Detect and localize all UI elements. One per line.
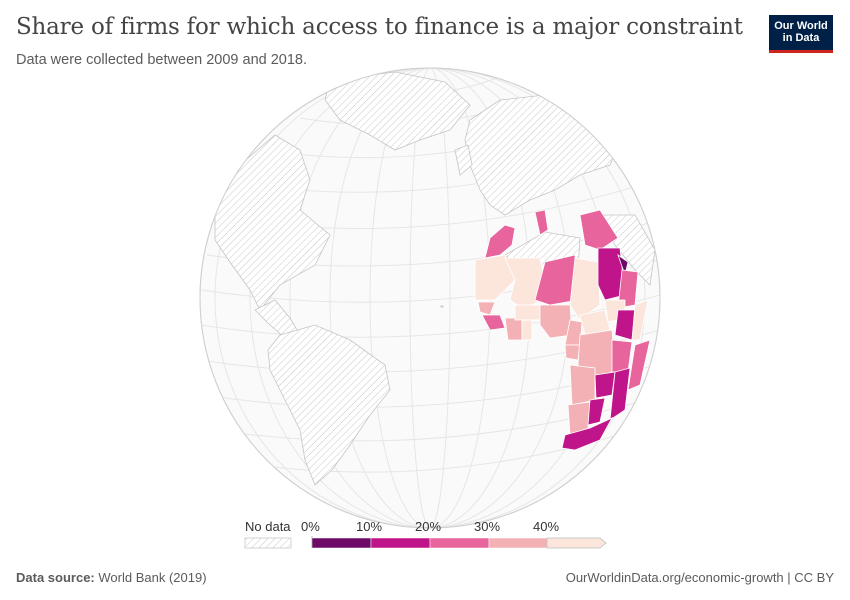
legend-tick-30: 30% (474, 519, 500, 534)
country-zambia[interactable] (594, 371, 616, 399)
country-guinea[interactable] (481, 314, 506, 331)
legend-tick-40: 40% (533, 519, 559, 534)
legend-bin-20-30[interactable] (429, 537, 490, 549)
country-mauritania[interactable] (474, 254, 516, 301)
country-tunisia[interactable] (534, 209, 549, 236)
country-egypt[interactable] (579, 209, 619, 251)
chart-subtitle: Data were collected between 2009 and 201… (16, 52, 308, 68)
data-source-value[interactable]: World Bank (2019) (98, 570, 207, 585)
footer-link[interactable]: OurWorldinData.org/economic-growth | CC … (565, 570, 834, 585)
country-cape-verde[interactable] (439, 304, 445, 309)
country-nigeria[interactable] (539, 304, 573, 339)
legend-bin-0-10[interactable] (311, 537, 372, 549)
data-source-label: Data source: (16, 570, 95, 585)
no-data-land (214, 71, 656, 486)
legend-tick-10: 10% (356, 519, 382, 534)
legend-tick-20: 20% (415, 519, 441, 534)
logo-line-1: Our World (774, 20, 828, 32)
country-sudan[interactable] (597, 247, 626, 301)
country-botswana[interactable] (587, 397, 606, 426)
africa-countries[interactable] (439, 209, 651, 451)
country-south-africa[interactable] (561, 417, 613, 451)
logo-line-2: in Data (782, 32, 820, 44)
owid-logo[interactable]: Our World in Data (769, 15, 833, 53)
legend-bin-30-40[interactable] (488, 537, 548, 549)
legend-no-data-label: No data (245, 519, 291, 534)
globe-outline (199, 67, 661, 529)
country-mozambique[interactable] (609, 367, 631, 421)
data-source: Data source: World Bank (2019) (16, 570, 207, 585)
country-niger[interactable] (534, 254, 579, 306)
country-madagascar[interactable] (627, 339, 651, 391)
country-eritrea[interactable] (617, 253, 629, 277)
chart-title: Share of firms for which access to finan… (16, 14, 743, 40)
legend-bin-over-40[interactable] (546, 537, 607, 549)
legend-tick-0: 0% (301, 519, 320, 534)
legend-bin-10-20[interactable] (370, 537, 431, 549)
legend-no-data-swatch (244, 537, 292, 549)
country-chad[interactable] (569, 257, 601, 321)
country-somalia[interactable] (631, 299, 649, 341)
